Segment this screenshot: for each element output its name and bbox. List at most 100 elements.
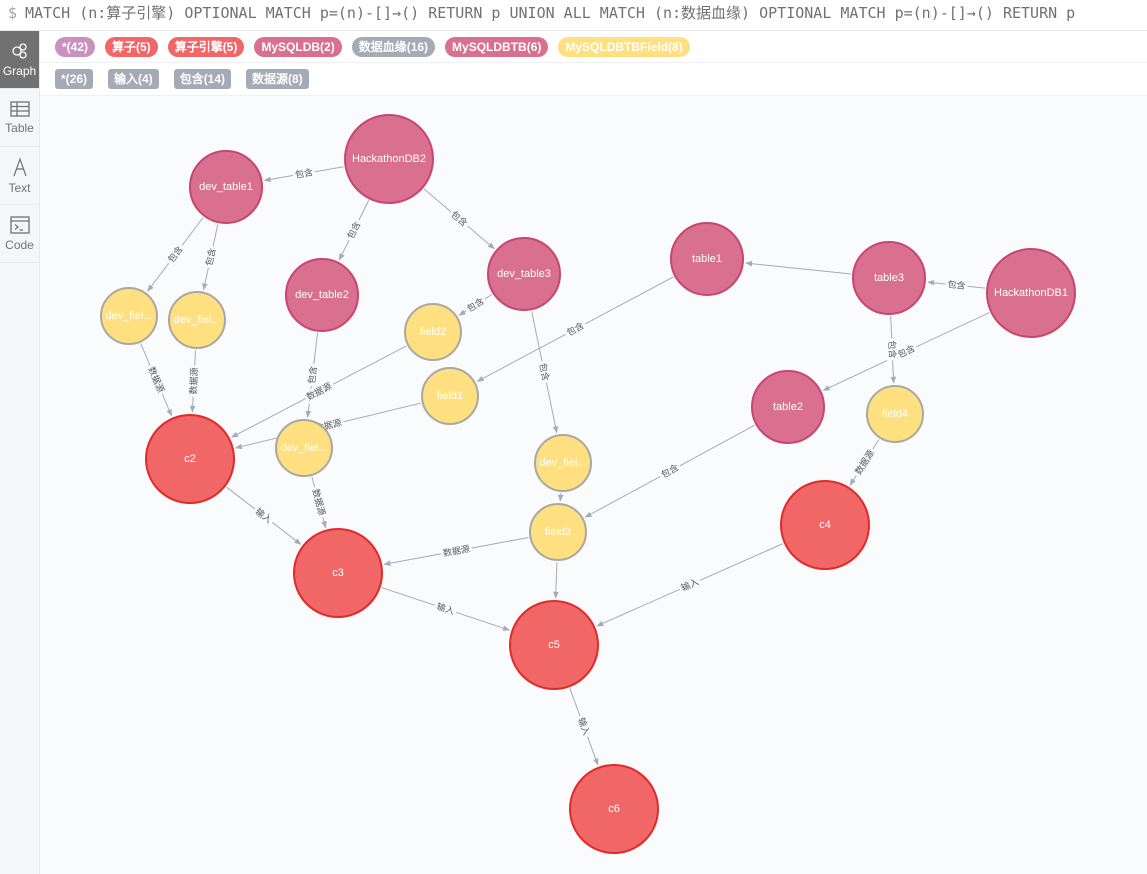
edge-label: 包含 bbox=[203, 247, 218, 267]
label-pill-data-lineage[interactable]: 数据血缘(16) bbox=[351, 36, 436, 57]
graph-node-field1[interactable]: field1 bbox=[421, 367, 479, 425]
node-circle[interactable] bbox=[100, 287, 158, 345]
relationship-edge[interactable]: 输入 bbox=[569, 688, 599, 766]
edge-label-background bbox=[292, 165, 316, 182]
relationship-edge[interactable]: 数据源 bbox=[849, 439, 880, 486]
label-pill-mysqldb[interactable]: MySQLDB(2) bbox=[254, 36, 342, 57]
graph-node-table3[interactable]: table3 bbox=[852, 241, 926, 315]
node-circle[interactable] bbox=[487, 237, 561, 311]
graph-node-c6[interactable]: c6 bbox=[569, 764, 659, 854]
text-view-label: Text bbox=[8, 180, 31, 195]
graph-node-dev-field-d[interactable]: dev_fiel... bbox=[534, 434, 592, 492]
relationship-edge[interactable]: 包含 bbox=[927, 278, 986, 293]
edge-line[interactable] bbox=[557, 492, 564, 502]
node-circle[interactable] bbox=[189, 150, 263, 224]
edge-label-background bbox=[343, 217, 365, 243]
node-circle[interactable] bbox=[986, 248, 1076, 338]
relationship-edge[interactable]: 数据源 bbox=[383, 537, 529, 566]
relationship-edge[interactable]: 输入 bbox=[381, 587, 511, 631]
node-circle[interactable] bbox=[569, 764, 659, 854]
table-view-button[interactable]: Table bbox=[0, 89, 39, 147]
relationship-edge[interactable]: 包含 bbox=[531, 311, 559, 434]
node-circle[interactable] bbox=[852, 241, 926, 315]
relationship-edge[interactable] bbox=[745, 260, 852, 275]
relationship-edge[interactable]: 输入 bbox=[596, 543, 784, 627]
edge-label: 数据源 bbox=[852, 448, 876, 477]
edge-label: 包含 bbox=[306, 365, 319, 384]
node-circle[interactable] bbox=[534, 434, 592, 492]
label-pill-suanzi[interactable]: 算子(5) bbox=[105, 36, 158, 57]
graph-node-dev-table3[interactable]: dev_table3 bbox=[487, 237, 561, 311]
node-circle[interactable] bbox=[509, 600, 599, 690]
relationship-edge[interactable]: 包含 bbox=[263, 165, 344, 183]
label-pill-suanzi-engine[interactable]: 算子引擎(5) bbox=[167, 36, 245, 57]
node-circle[interactable] bbox=[285, 258, 359, 332]
node-circle[interactable] bbox=[275, 419, 333, 477]
edge-label-background bbox=[446, 207, 472, 231]
graph-node-field3[interactable]: field3 bbox=[529, 503, 587, 561]
graph-node-dev-field-b[interactable]: dev_fiel... bbox=[168, 291, 226, 349]
node-circle[interactable] bbox=[670, 222, 744, 296]
relationship-edge[interactable]: 包含 bbox=[202, 224, 219, 291]
relationship-edge[interactable]: 包含 bbox=[458, 293, 493, 316]
relationship-edge[interactable]: 包含 bbox=[305, 332, 320, 418]
edge-line[interactable] bbox=[745, 260, 852, 275]
graph-node-c5[interactable]: c5 bbox=[509, 600, 599, 690]
node-circle[interactable] bbox=[529, 503, 587, 561]
graph-node-c3[interactable]: c3 bbox=[293, 528, 383, 618]
edge-label-background bbox=[463, 293, 489, 316]
label-pill-mysqldbtbfield[interactable]: MySQLDBTBField(8) bbox=[558, 36, 690, 57]
relationship-edge[interactable]: 包含 bbox=[147, 217, 204, 292]
graph-node-hackathondb2[interactable]: HackathonDB2 bbox=[344, 114, 434, 204]
relationship-edge[interactable]: 数据源 bbox=[140, 343, 173, 417]
relationship-edge[interactable]: 包含 bbox=[885, 315, 899, 384]
relationship-edge[interactable]: 包含 bbox=[423, 188, 495, 250]
node-circle[interactable] bbox=[145, 414, 235, 504]
graph-node-field4[interactable]: field4 bbox=[866, 385, 924, 443]
node-circle[interactable] bbox=[866, 385, 924, 443]
graph-node-dev-field-c[interactable]: dev_fiel... bbox=[275, 419, 333, 477]
node-circle[interactable] bbox=[751, 370, 825, 444]
edge-label: 数据源 bbox=[442, 543, 471, 559]
edge-label-background bbox=[562, 318, 588, 340]
node-circle[interactable] bbox=[168, 291, 226, 349]
graph-node-dev-table2[interactable]: dev_table2 bbox=[285, 258, 359, 332]
rel-pill-all[interactable]: *(26) bbox=[55, 69, 94, 89]
graph-node-hackathondb1[interactable]: HackathonDB1 bbox=[986, 248, 1076, 338]
node-circle[interactable] bbox=[344, 114, 434, 204]
node-label-legend: *(42) 算子(5) 算子引擎(5) MySQLDB(2) 数据血缘(16) … bbox=[40, 31, 1147, 63]
label-pill-mysqldbtb[interactable]: MySQLDBTB(6) bbox=[445, 36, 549, 57]
relationship-edge[interactable]: 数据源 bbox=[308, 476, 329, 529]
node-circle[interactable] bbox=[404, 303, 462, 361]
graph-node-field2[interactable]: field2 bbox=[404, 303, 462, 361]
relationship-edge[interactable]: 包含 bbox=[338, 200, 370, 261]
node-circle[interactable] bbox=[421, 367, 479, 425]
rel-pill-datasource[interactable]: 数据源(8) bbox=[246, 69, 309, 89]
relationship-edge[interactable]: 包含 bbox=[584, 424, 755, 518]
node-circle[interactable] bbox=[780, 480, 870, 570]
relationship-edge[interactable]: 输入 bbox=[226, 486, 302, 545]
graph-node-table2[interactable]: table2 bbox=[751, 370, 825, 444]
query-editor[interactable]: $ MATCH (n:算子引擎) OPTIONAL MATCH p=(n)-[]→… bbox=[0, 0, 1147, 31]
rel-pill-contains[interactable]: 包含(14) bbox=[173, 69, 232, 89]
relationship-edge[interactable] bbox=[553, 561, 559, 599]
node-circle[interactable] bbox=[293, 528, 383, 618]
text-view-button[interactable]: Text bbox=[0, 147, 39, 205]
code-view-button[interactable]: Code bbox=[0, 205, 39, 263]
graph-node-c2[interactable]: c2 bbox=[145, 414, 235, 504]
graph-view-button[interactable]: Graph bbox=[0, 31, 39, 89]
relationship-edge[interactable]: 包含 bbox=[822, 312, 990, 391]
graph-node-dev-field-a[interactable]: dev_fiel... bbox=[100, 287, 158, 345]
graph-node-dev-table1[interactable]: dev_table1 bbox=[189, 150, 263, 224]
edge-label-background bbox=[305, 363, 320, 387]
rel-pill-input[interactable]: 输入(4) bbox=[108, 69, 159, 89]
graph-node-c4[interactable]: c4 bbox=[780, 480, 870, 570]
edge-label: 数据源 bbox=[187, 367, 199, 395]
edge-line[interactable] bbox=[553, 561, 559, 599]
label-pill-all[interactable]: *(42) bbox=[55, 36, 96, 57]
graph-node-table1[interactable]: table1 bbox=[670, 222, 744, 296]
query-text: MATCH (n:算子引擎) OPTIONAL MATCH p=(n)-[]→(… bbox=[25, 4, 1076, 22]
relationship-edge[interactable] bbox=[557, 492, 564, 502]
relationship-edge[interactable]: 数据源 bbox=[187, 349, 201, 413]
